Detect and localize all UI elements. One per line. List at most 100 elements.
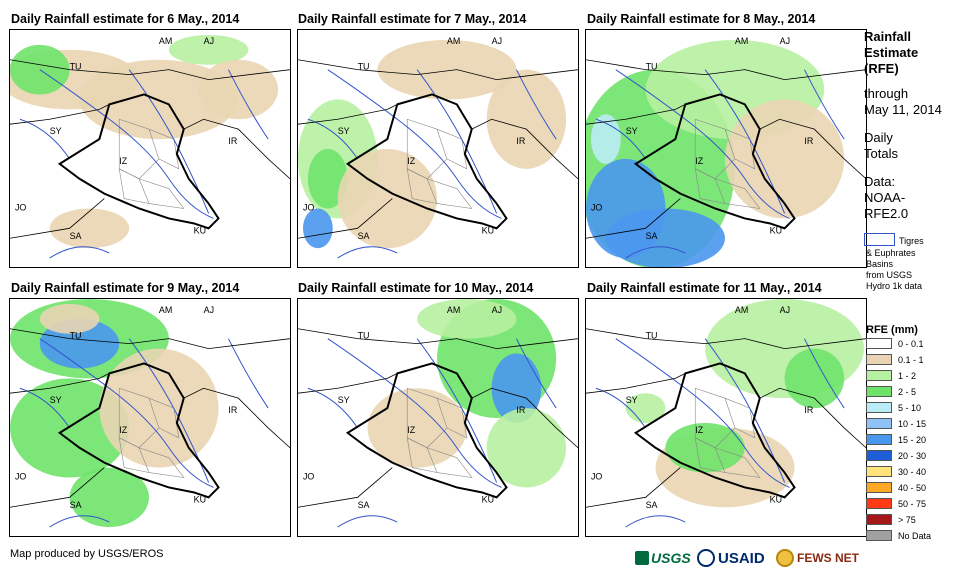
country-border (298, 198, 393, 239)
country-label-sa: SA (70, 500, 82, 510)
legend-label: 10 - 15 (898, 418, 927, 429)
rain-area (49, 208, 130, 249)
basin-note-rest: & Euphrates Basins from USGS Hydro 1k da… (866, 248, 923, 291)
admin-boundary (426, 447, 473, 478)
map-svg: AM AJ TU SY IZ IR JO SA KU (586, 299, 866, 528)
rain-area (302, 208, 333, 249)
country-label-sy: SY (626, 395, 638, 405)
rain-area (665, 422, 745, 473)
rain-area (307, 148, 348, 209)
basin-boundary (337, 515, 398, 528)
rain-area (605, 208, 725, 267)
legend-data-source: Data: NOAA- RFE2.0 (864, 174, 909, 221)
usgs-logo: USGS (635, 547, 691, 569)
iraq-border (345, 93, 508, 230)
usaid-seal-icon (697, 549, 715, 567)
basin-boundary (327, 338, 502, 488)
iraq-border (57, 362, 220, 499)
country-label-aj: AJ (204, 36, 214, 46)
fewsnet-logo: FEWS NET (776, 547, 859, 569)
basin-note-line1: Tigres (899, 236, 924, 246)
country-label-tu: TU (646, 62, 658, 72)
country-label-iz: IZ (695, 156, 703, 166)
legend-label: 15 - 20 (898, 434, 927, 445)
country-border (298, 328, 578, 349)
admin-boundary (406, 118, 448, 180)
rain-area (367, 388, 467, 468)
country-label-ku: KU (194, 225, 206, 235)
panel-title-2: Daily Rainfall estimate for 7 May., 2014 (298, 12, 527, 26)
map-credit: Map produced by USGS/EROS (10, 548, 164, 560)
country-border (586, 59, 866, 80)
country-border (759, 387, 866, 449)
country-label-am: AM (159, 305, 172, 315)
legend-swatch (866, 418, 892, 429)
country-label-sa: SA (646, 231, 658, 241)
country-label-iz: IZ (695, 425, 703, 435)
country-label-jo: JO (303, 471, 314, 481)
admin-boundary (138, 178, 185, 209)
legend-item: 5 - 10 (866, 401, 921, 414)
legend-swatch (866, 450, 892, 461)
country-label-ir: IR (804, 405, 813, 415)
country-border (10, 59, 290, 80)
country-label-tu: TU (358, 331, 370, 341)
rain-area (69, 467, 150, 528)
admin-boundary (406, 168, 438, 204)
country-label-sa: SA (358, 231, 370, 241)
legend-item: 50 - 75 (866, 497, 926, 510)
basin-boundary (615, 338, 790, 488)
country-label-iz: IZ (407, 425, 415, 435)
rainfall-map-6-may: AM AJ TU SY IZ IR JO SA KU (9, 29, 291, 268)
country-label-sy: SY (338, 395, 350, 405)
rainfall-map-11-may: AM AJ TU SY IZ IR JO SA KU (585, 298, 867, 537)
legend-item: 30 - 40 (866, 465, 926, 478)
basin-boundary (327, 69, 502, 219)
legend-item: No Data (866, 529, 931, 542)
country-label-tu: TU (70, 331, 82, 341)
legend-label: 2 - 5 (898, 386, 917, 397)
legend-swatch (866, 498, 892, 509)
country-label-jo: JO (303, 202, 314, 212)
panel-title-6: Daily Rainfall estimate for 11 May., 201… (587, 281, 822, 295)
country-label-am: AM (735, 305, 748, 315)
legend-item: 2 - 5 (866, 385, 916, 398)
country-border (10, 104, 110, 125)
rain-area (486, 69, 567, 169)
country-label-ku: KU (770, 494, 782, 504)
admin-boundary (118, 168, 150, 204)
legend-swatch (866, 434, 892, 445)
iraq-border (57, 93, 220, 230)
rain-area (337, 148, 438, 249)
country-label-ku: KU (482, 225, 494, 235)
country-label-sy: SY (50, 395, 62, 405)
legend-label: 0 - 0.1 (898, 338, 924, 349)
country-label-am: AM (447, 36, 460, 46)
country-label-tu: TU (70, 62, 82, 72)
country-label-aj: AJ (204, 305, 214, 315)
country-label-aj: AJ (780, 36, 790, 46)
panel-title-4: Daily Rainfall estimate for 9 May., 2014 (11, 281, 240, 295)
country-border (298, 59, 578, 80)
country-border (586, 104, 686, 125)
legend-title: Rainfall Estimate (RFE) (864, 29, 919, 76)
legend-item: 15 - 20 (866, 433, 926, 446)
country-label-ku: KU (482, 494, 494, 504)
country-label-sa: SA (646, 500, 658, 510)
legend-swatch (866, 370, 892, 381)
map-svg: AM AJ TU SY IZ IR JO SA KU (298, 299, 578, 528)
admin-boundary (406, 437, 438, 473)
rain-area (491, 353, 542, 423)
country-label-sy: SY (50, 126, 62, 136)
country-label-aj: AJ (492, 305, 502, 315)
map-svg: AM AJ TU SY IZ IR JO SA KU (298, 36, 578, 259)
legend-label: 40 - 50 (898, 482, 927, 493)
country-border (759, 118, 866, 180)
country-border (471, 118, 578, 180)
admin-boundary (118, 118, 160, 180)
iraq-border (633, 362, 796, 499)
legend-swatch (866, 386, 892, 397)
admin-boundary (436, 128, 468, 170)
country-label-jo: JO (15, 202, 26, 212)
country-label-jo: JO (15, 471, 26, 481)
